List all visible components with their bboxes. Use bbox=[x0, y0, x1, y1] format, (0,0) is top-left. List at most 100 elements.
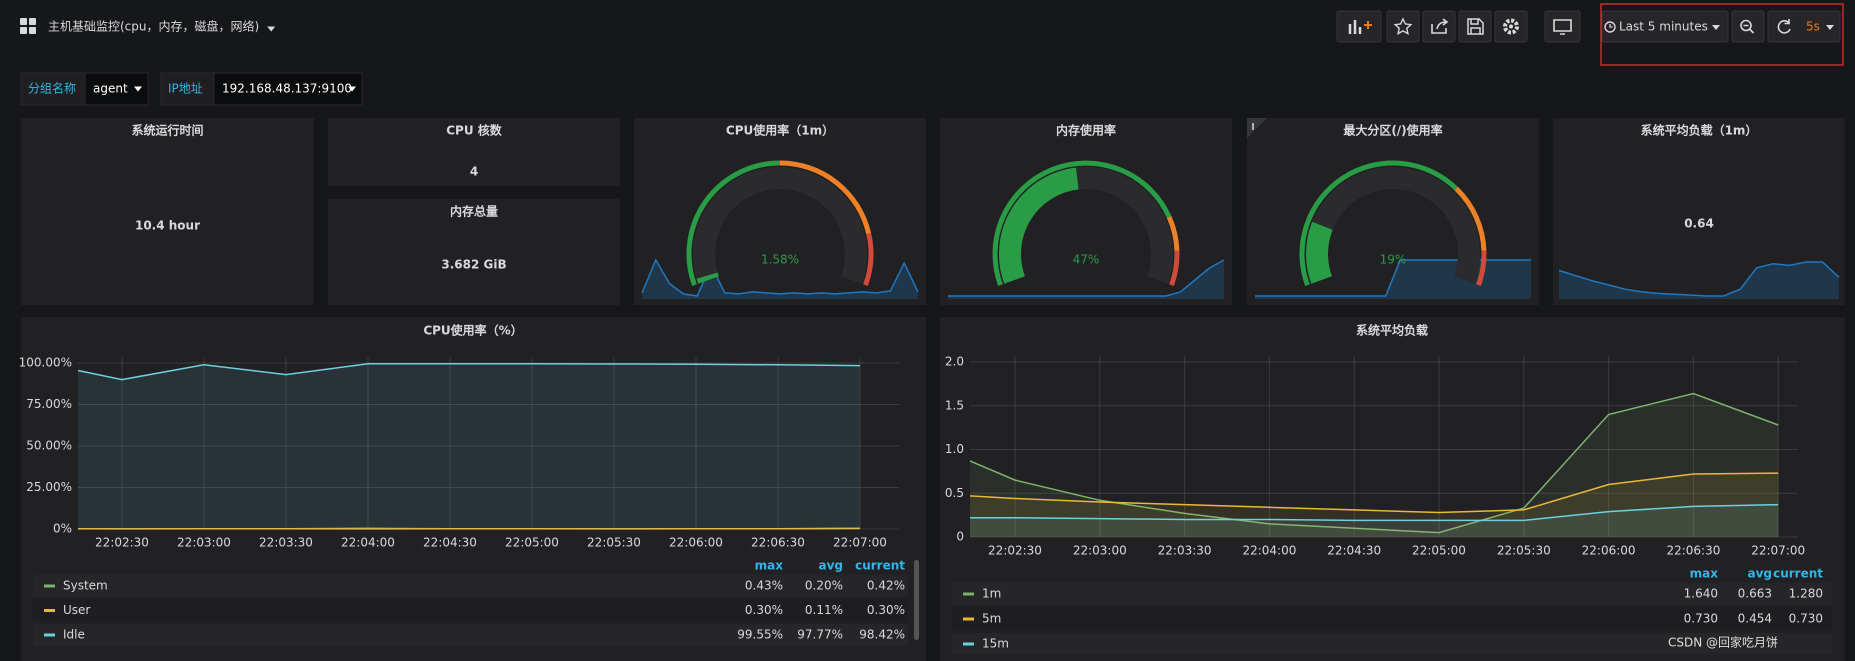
panel bbox=[1247, 118, 1539, 305]
y-tick-label: 75.00% bbox=[26, 397, 72, 411]
panel bbox=[328, 118, 620, 186]
y-tick-label: 2.0 bbox=[945, 355, 964, 369]
panel-title: CPU使用率（%） bbox=[423, 323, 522, 338]
icon-cell bbox=[29, 27, 36, 34]
sparkline bbox=[1558, 261, 1840, 297]
legend-row[interactable] bbox=[33, 599, 908, 622]
y-tick-label: 100.00% bbox=[19, 356, 72, 370]
zoom-out-button[interactable] bbox=[1731, 10, 1765, 43]
gauge-value-arc bbox=[696, 272, 719, 284]
x-tick-label: 22:05:00 bbox=[1412, 544, 1466, 558]
clock-hands bbox=[1609, 24, 1613, 28]
panel-title: 内存使用率 bbox=[1056, 123, 1116, 138]
legend-row[interactable] bbox=[952, 608, 1832, 630]
x-tick-label: 22:05:30 bbox=[1497, 544, 1551, 558]
x-tick-label: 22:04:30 bbox=[423, 536, 477, 550]
legend-name: 1m bbox=[982, 587, 1001, 601]
sparkline bbox=[641, 258, 919, 297]
caret bbox=[134, 86, 142, 92]
x-tick-label: 22:03:30 bbox=[259, 536, 313, 550]
legend-scrollbar[interactable] bbox=[914, 560, 919, 640]
gauge-value: 47% bbox=[1073, 253, 1100, 267]
legend-swatch bbox=[963, 642, 974, 646]
legend-value: 0.30% bbox=[867, 603, 905, 617]
gauge-threshold bbox=[1454, 186, 1487, 251]
star-button[interactable] bbox=[1386, 10, 1420, 43]
x-tick-label: 22:05:30 bbox=[587, 536, 641, 550]
series-area bbox=[970, 393, 1779, 537]
add-panel-button[interactable] bbox=[1336, 10, 1382, 43]
legend-swatch bbox=[44, 609, 55, 612]
tv-mode-button[interactable] bbox=[1544, 10, 1581, 43]
stat-value: 3.682 GiB bbox=[441, 258, 506, 272]
panel-title: 内存总量 bbox=[450, 204, 498, 219]
y-tick-label: 0.5 bbox=[945, 486, 964, 500]
x-tick-label: 22:03:30 bbox=[1158, 544, 1212, 558]
series-area bbox=[970, 473, 1779, 537]
y-tick-label: 1.0 bbox=[945, 442, 964, 456]
zoom-icon bbox=[1740, 19, 1752, 32]
info-corner[interactable] bbox=[1247, 118, 1267, 138]
legend-value: 99.55% bbox=[737, 628, 783, 642]
panel-title: 系统运行时间 bbox=[131, 123, 203, 138]
gauge-value: 19% bbox=[1380, 253, 1407, 267]
gauge-threshold bbox=[992, 160, 1172, 286]
legend-value: 0.42% bbox=[867, 579, 905, 593]
gauge-track bbox=[693, 167, 867, 284]
variable-select[interactable] bbox=[213, 72, 363, 106]
x-tick-label: 22:04:00 bbox=[1242, 544, 1296, 558]
legend-column-header: max bbox=[755, 559, 784, 573]
dashboard-icon[interactable] bbox=[20, 18, 36, 34]
gauge-threshold bbox=[686, 160, 781, 286]
y-tick-label: 50.00% bbox=[26, 439, 72, 453]
legend-name: 5m bbox=[982, 612, 1001, 626]
gauge-threshold bbox=[1299, 160, 1458, 286]
gauge-threshold bbox=[1476, 250, 1487, 286]
legend-value: 0.11% bbox=[805, 603, 843, 617]
zoom-icon-handle bbox=[1743, 24, 1755, 34]
refresh-picker[interactable] bbox=[1767, 10, 1841, 43]
settings-icon-center bbox=[1509, 24, 1513, 29]
legend-name: System bbox=[63, 579, 108, 593]
panel bbox=[940, 118, 1232, 305]
caret bbox=[348, 86, 356, 92]
legend-value: 97.77% bbox=[797, 628, 843, 642]
panel bbox=[634, 118, 926, 305]
y-tick-label: 0% bbox=[53, 522, 72, 536]
time-picker[interactable] bbox=[1601, 10, 1729, 43]
x-tick-label: 22:06:00 bbox=[669, 536, 723, 550]
panel-title: CPU 核数 bbox=[446, 123, 503, 138]
variable-label: IP地址 bbox=[168, 82, 203, 96]
gauge-threshold bbox=[863, 232, 874, 286]
x-tick-label: 22:07:00 bbox=[1751, 544, 1805, 558]
save-button[interactable] bbox=[1458, 10, 1492, 43]
icon-cell bbox=[20, 27, 27, 34]
legend-column-header: avg bbox=[818, 559, 843, 573]
refresh-icon bbox=[1777, 19, 1791, 34]
legend-name: 15m bbox=[982, 637, 1009, 651]
sparkline-fill bbox=[1559, 262, 1839, 299]
gauge-value-arc bbox=[1306, 221, 1333, 284]
panel bbox=[21, 118, 314, 305]
legend-row[interactable] bbox=[952, 633, 1832, 655]
clock-icon bbox=[1604, 21, 1616, 33]
x-tick-label: 22:06:30 bbox=[751, 536, 805, 550]
legend-row[interactable] bbox=[33, 575, 908, 597]
variable-label-box bbox=[20, 72, 86, 106]
legend-value: 0.30% bbox=[745, 603, 783, 617]
legend-swatch bbox=[963, 617, 974, 621]
legend-name: User bbox=[63, 603, 90, 617]
star-icon bbox=[1393, 17, 1413, 35]
share-icon bbox=[1431, 18, 1449, 34]
stat-value: 10.4 hour bbox=[135, 219, 200, 233]
share-button[interactable] bbox=[1422, 10, 1456, 43]
variable-value: 192.168.48.137:9100 bbox=[222, 82, 352, 96]
caret bbox=[267, 26, 276, 32]
gauge-value-arc bbox=[999, 167, 1079, 284]
x-tick-label: 22:06:30 bbox=[1666, 544, 1720, 558]
legend-value: 98.42% bbox=[859, 628, 905, 642]
highlight-box bbox=[1600, 3, 1844, 66]
legend-row[interactable] bbox=[952, 583, 1832, 605]
legend-row[interactable] bbox=[33, 624, 908, 646]
legend-value: 0.663 bbox=[1738, 587, 1772, 601]
